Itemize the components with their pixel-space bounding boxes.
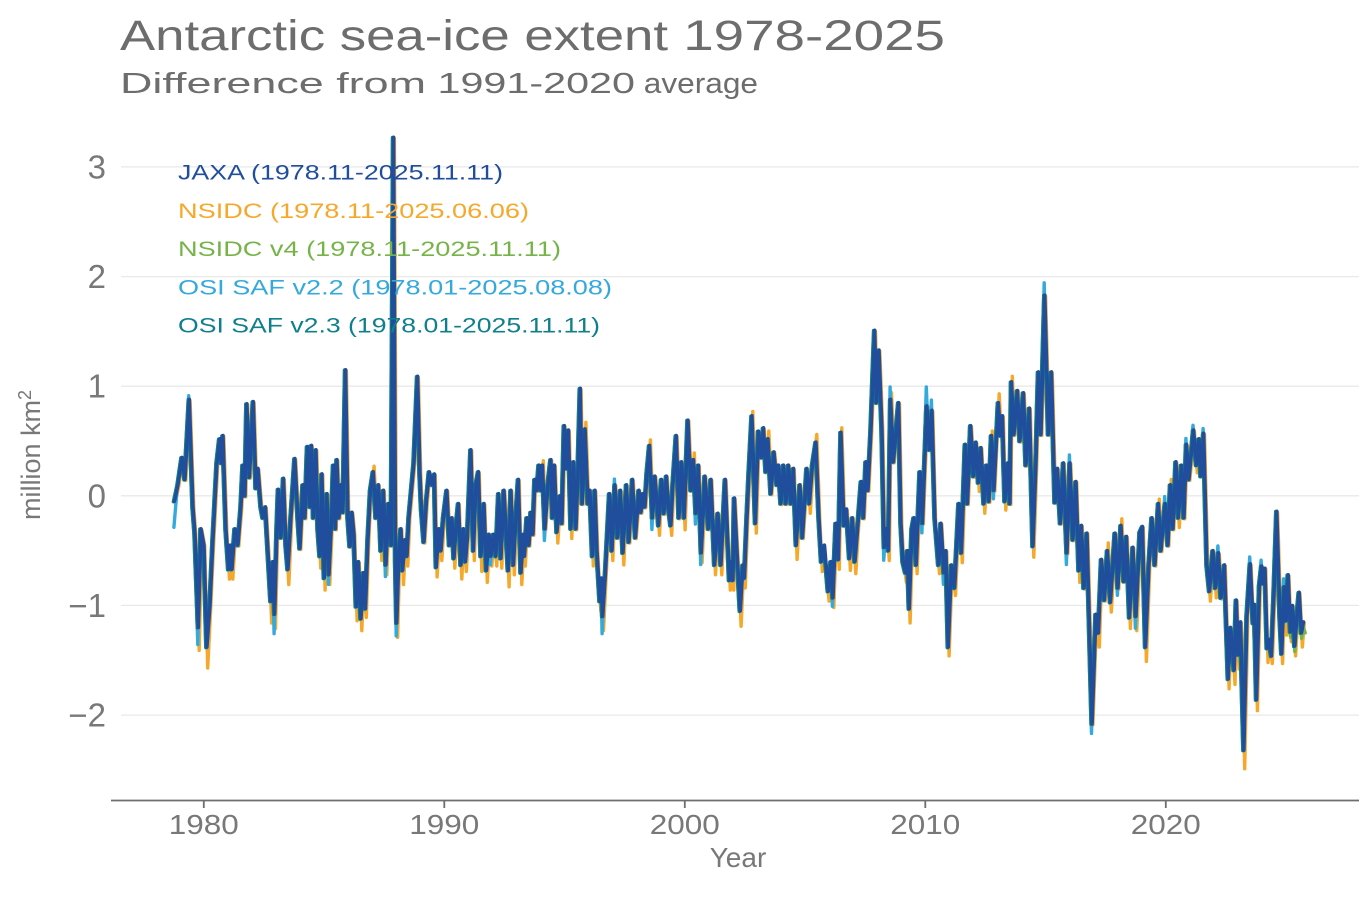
- svg-text:NSIDC (1978.11-2025.06.06): NSIDC (1978.11-2025.06.06): [178, 200, 529, 223]
- svg-text:0: 0: [88, 477, 106, 514]
- svg-text:2: 2: [88, 258, 106, 295]
- svg-text:Difference from 1991-2020 aver: Difference from 1991-2020 average: [120, 68, 758, 100]
- svg-text:2000: 2000: [650, 809, 720, 840]
- svg-text:3: 3: [88, 148, 106, 185]
- svg-text:NSIDC v4 (1978.11-2025.11.11): NSIDC v4 (1978.11-2025.11.11): [178, 238, 561, 261]
- svg-text:OSI SAF v2.3 (1978.01-2025.11.: OSI SAF v2.3 (1978.01-2025.11.11): [178, 315, 600, 338]
- svg-text:JAXA (1978.11-2025.11.11): JAXA (1978.11-2025.11.11): [178, 162, 503, 185]
- svg-text:1: 1: [88, 368, 106, 405]
- svg-text:Year: Year: [710, 842, 767, 873]
- svg-text:1990: 1990: [409, 809, 479, 840]
- svg-text:−2: −2: [68, 697, 106, 734]
- svg-text:million km2: million km2: [15, 390, 46, 520]
- svg-text:1980: 1980: [169, 809, 239, 840]
- svg-text:2010: 2010: [890, 809, 960, 840]
- svg-text:Antarctic sea-ice extent 1978-: Antarctic sea-ice extent 1978-2025: [120, 12, 945, 60]
- svg-text:OSI SAF v2.2 (1978.01-2025.08.: OSI SAF v2.2 (1978.01-2025.08.08): [178, 276, 612, 299]
- svg-text:−1: −1: [68, 587, 106, 624]
- svg-text:2020: 2020: [1131, 809, 1201, 840]
